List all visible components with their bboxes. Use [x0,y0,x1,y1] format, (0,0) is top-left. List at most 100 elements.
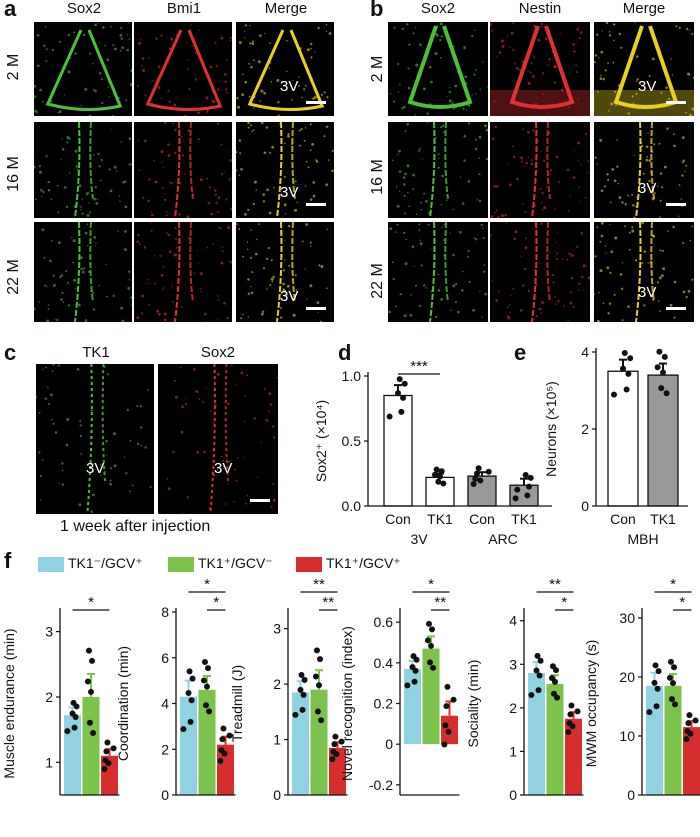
data-point [437,473,443,480]
data-point [292,711,299,718]
data-point [386,413,393,420]
data-point [330,748,337,755]
scale-bar [306,307,326,310]
data-point [527,474,534,481]
y-tick-label: 0 [581,498,589,514]
data-point [442,722,449,729]
panel-b-tile-r3-c2 [490,222,590,322]
data-point [568,702,575,709]
panel-a-channel-3: Merge [264,0,308,17]
data-point [411,678,418,685]
panel-a-tile-r3-c2 [134,222,232,322]
y-tick-label: 8 [161,604,169,620]
data-point [102,757,109,764]
data-point [528,692,535,699]
data-point [620,365,626,372]
bar [509,484,539,507]
data-point [85,647,92,654]
data-point [317,656,324,663]
panel-a-tile-r3-c1 [34,222,132,322]
data-point [666,674,673,681]
panel-c-caption: 1 week after injection [60,518,211,535]
bar [646,685,663,795]
data-point [661,353,668,360]
panel-b-tile-r2-c1 [388,122,488,218]
scale-bar [666,101,686,104]
data-point [202,702,209,709]
data-point [200,677,207,684]
data-point [69,710,76,717]
panel-b-tile-r3-c1 [388,222,488,322]
data-point [623,386,630,393]
panel-e-label: e [514,340,527,365]
x-tick-label: TK1 [511,511,537,527]
third-ventricle-label: 3V [638,284,657,301]
data-point [475,465,482,472]
third-ventricle-label: 3V [86,460,105,477]
data-point [401,380,408,387]
data-point [314,708,321,715]
data-point [400,394,407,401]
data-point [90,729,97,736]
bar [82,696,100,795]
data-point [185,690,192,697]
data-point [329,756,336,763]
panel-a-tile-r3-c3: 3V [236,222,334,322]
data-point [313,647,320,654]
y-tick-label: 0 [273,787,281,803]
y-tick-label: 6 [161,650,169,666]
data-point [395,390,401,397]
panel-a-tile-r2-c3: 3V [236,122,334,218]
data-point [535,687,542,694]
data-point [429,626,436,633]
y-tick-label: 3 [273,621,281,637]
data-point [445,728,452,735]
y-tick-label: 4 [161,696,169,712]
y-axis-label: Muscle endurance (min) [1,628,17,778]
panel-a-label: a [4,0,17,21]
data-point [656,348,663,355]
third-ventricle-label: 3V [638,180,657,197]
data-point [430,664,437,671]
bar [607,370,639,507]
y-tick-label: 1.0 [342,368,362,384]
data-point [660,369,666,376]
y-tick-label: 4 [509,613,517,629]
data-point [299,706,306,713]
data-point [88,688,94,695]
panel-a-channel-1: Sox2 [66,0,102,17]
data-point [667,658,674,665]
data-point [668,696,675,703]
y-tick-label: 0 [509,787,517,803]
bar [292,692,309,795]
data-point [658,385,665,392]
scale-bar [666,203,686,206]
data-point [473,470,480,477]
y-tick-label: 0.0 [342,498,362,514]
group-label: MBH [627,531,658,547]
data-point [477,477,484,484]
data-point [332,733,339,740]
data-point [450,696,457,703]
third-ventricle-label: 3V [214,460,233,477]
data-point [670,680,676,687]
x-tick-label: TK1 [650,511,676,527]
y-tick-label: 1 [45,754,53,770]
y-tick-label: 1 [273,732,281,748]
y-axis-label: Coordination (min) [115,646,131,761]
data-point [104,739,111,746]
significance-label: ** [322,594,334,611]
data-point [101,766,108,773]
data-point [611,391,617,398]
panel-c-tile-sox2: 3V [158,364,278,514]
data-point [671,664,678,671]
data-point [443,703,450,710]
y-tick-label: 0.5 [342,433,362,449]
y-axis-label: Neurons (×10⁵) [543,381,559,477]
scale-bar [306,203,326,206]
data-point [398,408,405,415]
data-point [684,728,691,735]
data-point [426,659,433,666]
data-point [318,717,325,724]
bar [565,718,582,795]
